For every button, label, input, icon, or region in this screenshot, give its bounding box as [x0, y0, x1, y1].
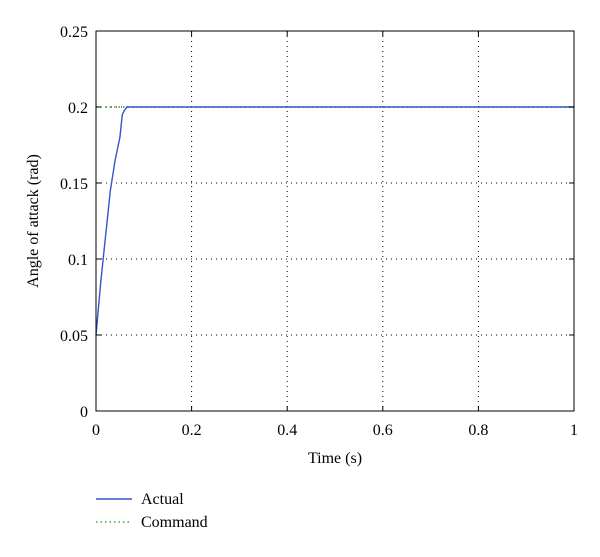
- y-tick-label: 0.25: [60, 24, 88, 41]
- y-tick-label: 0.1: [68, 252, 88, 269]
- x-tick-label: 0.6: [373, 422, 393, 439]
- grid: [96, 31, 574, 411]
- y-tick-label: 0.15: [60, 176, 88, 193]
- x-axis-label: Time (s): [308, 450, 362, 467]
- legend-label-actual: Actual: [141, 491, 184, 508]
- y-tick-label: 0.2: [68, 100, 88, 117]
- legend: Actual Command: [96, 491, 208, 531]
- x-tick-label: 1: [570, 422, 578, 439]
- x-tick-label: 0.2: [182, 422, 202, 439]
- x-tick-label: 0.8: [468, 422, 488, 439]
- plot-frame: [95, 30, 575, 412]
- ticks: 0 0.2 0.4 0.6 0.8 1 0 0.05 0.1 0.15 0.2 0.25: [60, 24, 578, 439]
- y-tick-label: 0.05: [60, 328, 88, 345]
- y-tick-label: 0: [80, 404, 88, 421]
- x-tick-label: 0: [92, 422, 100, 439]
- y-axis-label: Angle of attack (rad): [25, 154, 42, 288]
- legend-label-command: Command: [141, 514, 208, 531]
- series-layer: [95, 106, 574, 336]
- x-tick-label: 0.4: [277, 422, 297, 439]
- series-line-actual: [95, 106, 574, 336]
